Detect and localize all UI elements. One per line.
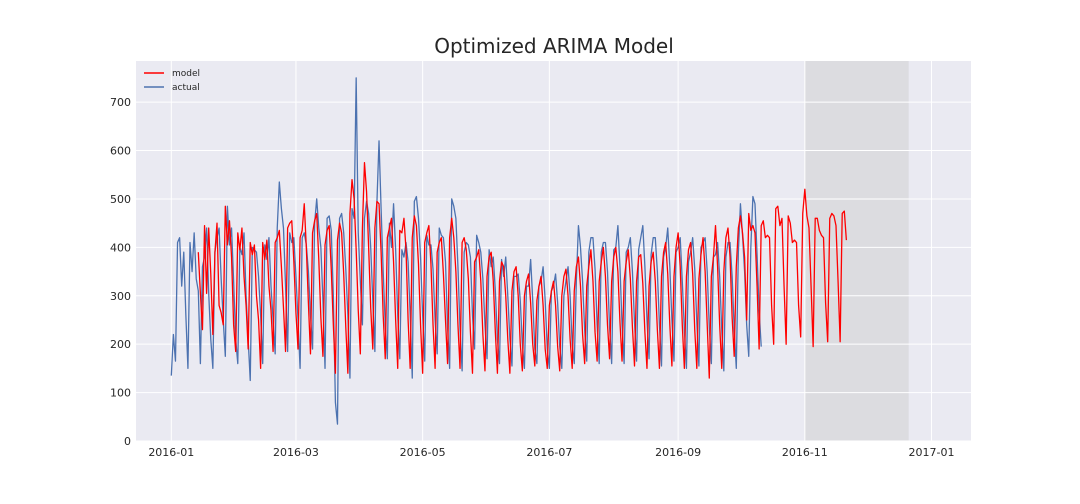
- x-tick-label: 2016-11: [782, 446, 828, 459]
- series-line-actual: [170, 77, 762, 425]
- x-tick-label: 2016-01: [148, 446, 194, 459]
- x-tick-labels: 2016-01 2016-03 2016-05 2016-07 2016-09 2016-…: [148, 446, 954, 459]
- x-tick-label: 2016-03: [273, 446, 319, 459]
- y-tick-label: 700: [110, 96, 131, 109]
- legend: model actual: [144, 69, 200, 93]
- y-tick-label: 400: [110, 241, 131, 254]
- grid-layer: [136, 61, 971, 442]
- legend-label-actual: actual: [172, 83, 200, 93]
- chart-title: Optimized ARIMA Model: [434, 34, 674, 58]
- forecast-region: [804, 61, 909, 441]
- x-tick-label: 2016-05: [400, 446, 446, 459]
- y-tick-label: 100: [110, 387, 131, 400]
- series-layer: [170, 77, 848, 425]
- legend-label-model: model: [172, 69, 200, 79]
- series-line-model: [197, 162, 848, 379]
- x-tick-label: 2017-01: [909, 446, 955, 459]
- x-tick-label: 2016-09: [655, 446, 701, 459]
- y-tick-label: 500: [110, 193, 131, 206]
- y-tick-label: 200: [110, 338, 131, 351]
- y-tick-label: 600: [110, 145, 131, 158]
- y-tick-label: 0: [124, 435, 131, 448]
- forecast-region-layer: [804, 61, 909, 441]
- x-tick-label: 2016-07: [526, 446, 572, 459]
- y-tick-labels: 0 100 200 300 400 500 600 700: [110, 96, 131, 448]
- y-tick-label: 300: [110, 290, 131, 303]
